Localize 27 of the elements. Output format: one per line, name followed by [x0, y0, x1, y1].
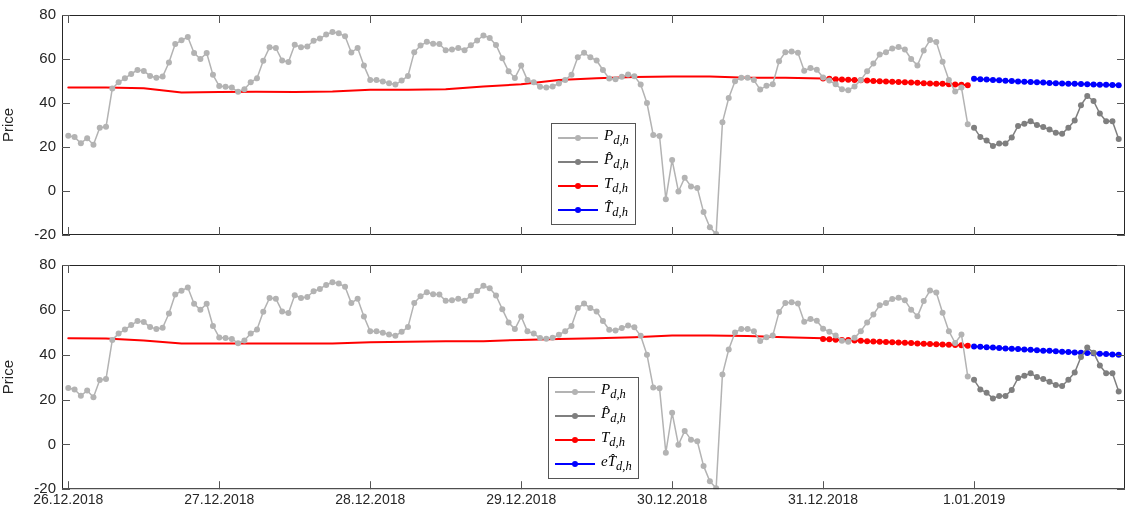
- x-tick-label: 1.01.2019: [942, 491, 1006, 508]
- legend-label: P̂$_{d,h}$: [604, 150, 629, 173]
- y-tick-label: 20: [39, 389, 56, 407]
- y-tick-label: 60: [39, 49, 56, 67]
- y-tick-label: 80: [39, 255, 56, 273]
- y-tick-label: 40: [39, 93, 56, 111]
- x-tick-label: 30.12.2018: [637, 491, 708, 508]
- y-tick-label: 80: [39, 5, 56, 23]
- y-tick-label: 0: [47, 434, 56, 452]
- y-axis-title: Price: [0, 107, 17, 143]
- legend-label: P̂$_{d,h}$: [601, 404, 626, 428]
- legend-label: T$_{d,h}$: [601, 428, 625, 452]
- y-tick-label: 60: [39, 299, 56, 317]
- legend-label: T̂$_{d,h}$: [604, 198, 628, 221]
- legend-label: P$_{d,h}$: [604, 126, 629, 149]
- x-tick-label: 28.12.2018: [335, 491, 406, 508]
- legend-label: P$_{d,h}$: [601, 380, 626, 404]
- y-tick-label: 20: [39, 137, 56, 155]
- y-tick-label: 0: [47, 181, 56, 199]
- y-tick-label: 40: [39, 344, 56, 362]
- x-tick-label: 27.12.2018: [184, 491, 255, 508]
- y-tick-label: -20: [34, 225, 56, 243]
- legend-label: T$_{d,h}$: [604, 174, 628, 197]
- legend-label: eT̂$_{d,h}$: [601, 452, 632, 476]
- x-tick-label: 31.12.2018: [788, 491, 859, 508]
- y-axis-title: Price: [0, 360, 17, 395]
- x-tick-label: 29.12.2018: [486, 491, 557, 508]
